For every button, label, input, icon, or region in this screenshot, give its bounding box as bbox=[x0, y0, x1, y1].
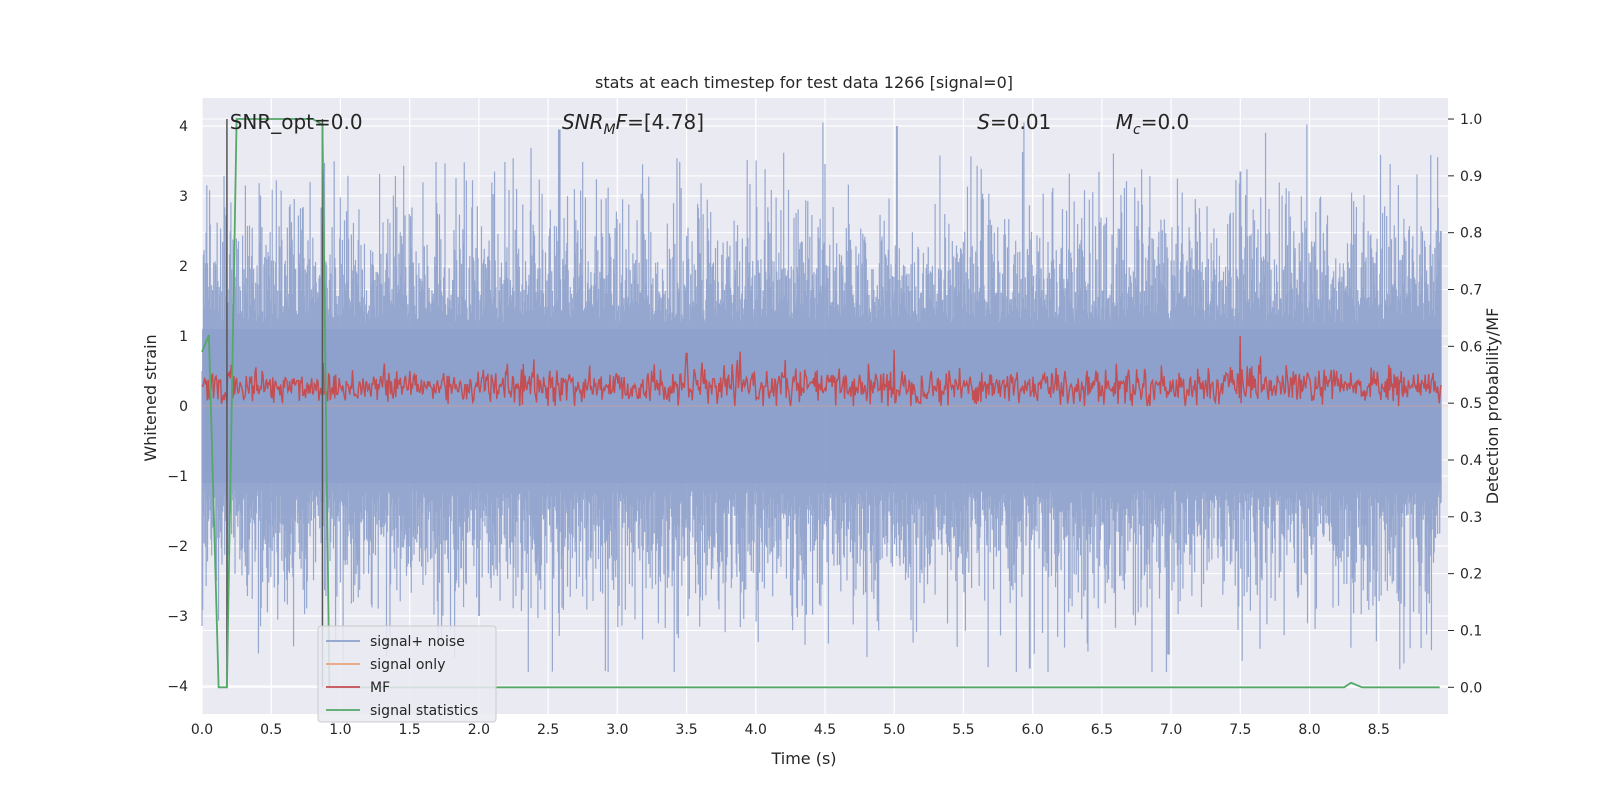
x-tick-label: 3.0 bbox=[606, 722, 628, 738]
vertical-markers bbox=[226, 119, 324, 688]
y-tick-label-right: 0.4 bbox=[1460, 453, 1482, 469]
annotations: SNR_opt=0.0 SNRMF=[4.78] S=0.01 Mc=0.0 bbox=[230, 110, 1190, 138]
annotation-s: S=0.01 bbox=[977, 110, 1051, 134]
x-tick-label: 7.5 bbox=[1229, 722, 1251, 738]
y-tick-label-right: 0.5 bbox=[1460, 396, 1482, 412]
y-axis-label-right: Detection probability/MF bbox=[1483, 308, 1502, 505]
x-tick-label: 5.0 bbox=[883, 722, 905, 738]
x-tick-label: 5.5 bbox=[952, 722, 974, 738]
x-tick-label: 1.0 bbox=[329, 722, 351, 738]
y-tick-label-left: 4 bbox=[179, 119, 188, 135]
legend-box bbox=[317, 625, 497, 723]
x-tick-label: 0.0 bbox=[191, 722, 213, 738]
signal-statistics-line bbox=[201, 118, 1440, 689]
x-tick-label: 2.5 bbox=[537, 722, 559, 738]
annotation-snr-mf: SNRMF=[4.78] bbox=[562, 110, 704, 138]
y-tick-label-right: 0.7 bbox=[1460, 283, 1482, 299]
y-axis-label-left: Whitened strain bbox=[141, 334, 160, 461]
mf-line bbox=[201, 335, 1442, 407]
y-tick-label-left: −2 bbox=[167, 539, 188, 555]
x-tick-label: 6.0 bbox=[1022, 722, 1044, 738]
legend: signal+ noise signal only MF signal stat… bbox=[317, 625, 497, 723]
series-mf bbox=[201, 335, 1442, 407]
annotation-mc: Mc=0.0 bbox=[1116, 110, 1190, 138]
legend-label-signal-statistics: signal statistics bbox=[370, 703, 478, 719]
y-tick-label-left: 3 bbox=[179, 189, 188, 205]
x-tick-label: 6.5 bbox=[1091, 722, 1113, 738]
y-tick-label-left: 0 bbox=[179, 399, 188, 415]
y-tick-label-right: 0.2 bbox=[1460, 567, 1482, 583]
x-axis-label: Time (s) bbox=[770, 749, 836, 768]
annotation-snr-opt: SNR_opt=0.0 bbox=[230, 110, 363, 134]
y-tick-label-left: 2 bbox=[179, 259, 188, 275]
legend-label-signal-noise: signal+ noise bbox=[370, 634, 465, 650]
x-tick-label: 2.0 bbox=[468, 722, 490, 738]
y-tick-label-left: −4 bbox=[167, 679, 188, 695]
series-signal-statistics bbox=[201, 118, 1440, 689]
x-tick-label: 1.5 bbox=[399, 722, 421, 738]
x-tick-label: 8.5 bbox=[1368, 722, 1390, 738]
axis-ticks: 0.0 0.5 1.0 1.5 2.0 2.5 3.0 3.5 4.0 4.5 5.0 5.5 6.0 6… bbox=[167, 112, 1482, 738]
y-tick-label-right: 0.0 bbox=[1460, 680, 1482, 696]
x-tick-label: 0.5 bbox=[260, 722, 282, 738]
x-tick-label: 3.5 bbox=[675, 722, 697, 738]
y-tick-label-right: 0.1 bbox=[1460, 623, 1482, 639]
y-tick-label-right: 0.8 bbox=[1460, 226, 1482, 242]
y-tick-label-left: −1 bbox=[167, 469, 188, 485]
x-tick-label: 7.0 bbox=[1160, 722, 1182, 738]
y-tick-label-left: 1 bbox=[179, 329, 188, 345]
signal-noise-core bbox=[202, 329, 1442, 483]
y-tick-label-right: 1.0 bbox=[1460, 112, 1482, 128]
x-tick-label: 4.0 bbox=[745, 722, 767, 738]
y-tick-label-right: 0.3 bbox=[1460, 510, 1482, 526]
y-tick-label-right: 0.6 bbox=[1460, 339, 1482, 355]
series-signal-noise bbox=[201, 122, 1442, 672]
legend-label-signal-only: signal only bbox=[370, 657, 445, 673]
y-tick-label-left: −3 bbox=[167, 609, 188, 625]
x-tick-label: 4.5 bbox=[814, 722, 836, 738]
chart-title: stats at each timestep for test data 126… bbox=[595, 73, 1013, 92]
legend-label-mf: MF bbox=[370, 680, 390, 696]
x-tick-label: 8.0 bbox=[1298, 722, 1320, 738]
y-tick-label-right: 0.9 bbox=[1460, 169, 1482, 185]
